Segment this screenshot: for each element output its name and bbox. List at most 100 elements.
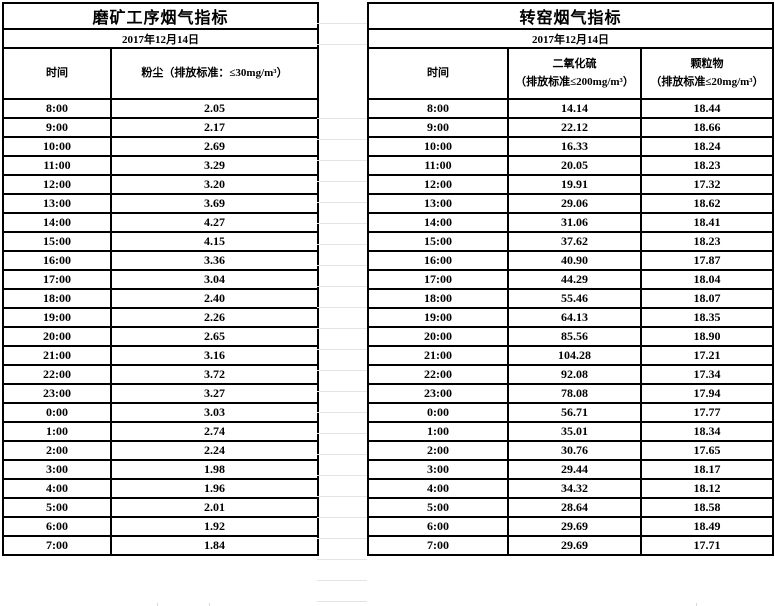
dust-column-header: 粉尘（排放标准：≤30mg/m³）	[109, 47, 320, 100]
so2-value-cell: 56.71	[507, 402, 642, 423]
right-time-column-header: 时间	[367, 47, 509, 100]
pm-value-cell: 18.41	[640, 212, 774, 233]
table-row: 16:00 40.90 17.87	[367, 250, 774, 271]
so2-value-cell: 85.56	[507, 326, 642, 347]
table-row: 15:00 4.15	[2, 231, 320, 252]
table-row: 12:00 19.91 17.32	[367, 174, 774, 195]
right-table-body: 8:00 14.14 18.44 9:00 22.12 18.66 10:00 …	[367, 98, 774, 556]
so2-value-cell: 22.12	[507, 117, 642, 138]
table-row: 10:00 16.33 18.24	[367, 136, 774, 157]
pm-header-line2: （排放标准≤20mg/m³）	[650, 75, 764, 88]
dust-value-cell: 1.84	[109, 535, 320, 556]
table-row: 6:00 1.92	[2, 516, 320, 537]
so2-value-cell: 55.46	[507, 288, 642, 309]
time-cell: 10:00	[367, 136, 509, 157]
so2-value-cell: 30.76	[507, 440, 642, 461]
pm-value-cell: 17.87	[640, 250, 774, 271]
table-row: 3:00 1.98	[2, 459, 320, 480]
table-row: 9:00 2.17	[2, 117, 320, 138]
excel-gridlines-gap	[317, 0, 367, 606]
table-row: 0:00 56.71 17.77	[367, 402, 774, 423]
right-table-title: 转窑烟气指标	[367, 2, 774, 30]
time-cell: 0:00	[2, 402, 112, 423]
table-row: 20:00 2.65	[2, 326, 320, 347]
dust-value-cell: 2.40	[109, 288, 320, 309]
time-cell: 11:00	[2, 155, 112, 176]
pm-value-cell: 18.23	[640, 231, 774, 252]
pm-column-header: 颗粒物 （排放标准≤20mg/m³）	[640, 47, 774, 100]
table-row: 转窑烟气指标	[367, 2, 774, 30]
table-row: 7:00 1.84	[2, 535, 320, 556]
pm-value-cell: 18.62	[640, 193, 774, 214]
time-cell: 3:00	[2, 459, 112, 480]
table-row: 8:00 14.14 18.44	[367, 98, 774, 119]
time-cell: 6:00	[367, 516, 509, 537]
table-row: 10:00 2.69	[2, 136, 320, 157]
so2-value-cell: 20.05	[507, 155, 642, 176]
time-cell: 18:00	[2, 288, 112, 309]
time-cell: 1:00	[2, 421, 112, 442]
left-table-body: 8:00 2.05 9:00 2.17 10:00 2.69 11:00 3.2…	[2, 98, 320, 556]
dust-value-cell: 3.27	[109, 383, 320, 404]
table-row: 时间 二氧化硫 （排放标准≤200mg/m³） 颗粒物 （排放标准≤20mg/m…	[367, 47, 774, 100]
so2-value-cell: 104.28	[507, 345, 642, 366]
pm-value-cell: 18.35	[640, 307, 774, 328]
dust-value-cell: 3.36	[109, 250, 320, 271]
table-row: 6:00 29.69 18.49	[367, 516, 774, 537]
table-row: 17:00 3.04	[2, 269, 320, 290]
grinding-flue-gas-table: 磨矿工序烟气指标 2017年12月14日 时间 粉尘（排放标准：≤30mg/m³…	[1, 2, 320, 556]
table-row: 12:00 3.20	[2, 174, 320, 195]
so2-value-cell: 29.69	[507, 516, 642, 537]
dust-value-cell: 3.29	[109, 155, 320, 176]
so2-value-cell: 14.14	[507, 98, 642, 119]
time-cell: 13:00	[367, 193, 509, 214]
table-row: 17:00 44.29 18.04	[367, 269, 774, 290]
dust-value-cell: 2.05	[109, 98, 320, 119]
time-cell: 20:00	[2, 326, 112, 347]
time-cell: 12:00	[367, 174, 509, 195]
time-cell: 13:00	[2, 193, 112, 214]
time-cell: 6:00	[2, 516, 112, 537]
so2-value-cell: 19.91	[507, 174, 642, 195]
table-row: 11:00 20.05 18.23	[367, 155, 774, 176]
table-row: 1:00 2.74	[2, 421, 320, 442]
time-cell: 8:00	[367, 98, 509, 119]
time-cell: 12:00	[2, 174, 112, 195]
so2-value-cell: 16.33	[507, 136, 642, 157]
pm-value-cell: 17.71	[640, 535, 774, 556]
table-row: 23:00 3.27	[2, 383, 320, 404]
table-row: 5:00 28.64 18.58	[367, 497, 774, 518]
excel-gridline	[157, 603, 158, 606]
right-table-date: 2017年12月14日	[367, 28, 774, 49]
time-cell: 2:00	[2, 440, 112, 461]
time-cell: 22:00	[2, 364, 112, 385]
table-row: 0:00 3.03	[2, 402, 320, 423]
table-row: 2017年12月14日	[367, 28, 774, 49]
so2-value-cell: 40.90	[507, 250, 642, 271]
dust-value-cell: 4.15	[109, 231, 320, 252]
table-row: 时间 粉尘（排放标准：≤30mg/m³）	[2, 47, 320, 100]
time-cell: 10:00	[2, 136, 112, 157]
so2-value-cell: 29.44	[507, 459, 642, 480]
time-cell: 7:00	[367, 535, 509, 556]
so2-column-header: 二氧化硫 （排放标准≤200mg/m³）	[507, 47, 642, 100]
table-row: 1:00 35.01 18.34	[367, 421, 774, 442]
so2-value-cell: 44.29	[507, 269, 642, 290]
table-row: 磨矿工序烟气指标	[1, 2, 320, 30]
so2-value-cell: 35.01	[507, 421, 642, 442]
so2-value-cell: 78.08	[507, 383, 642, 404]
time-cell: 19:00	[367, 307, 509, 328]
excel-gridline	[696, 603, 697, 606]
time-cell: 15:00	[367, 231, 509, 252]
dust-value-cell: 1.98	[109, 459, 320, 480]
table-row: 7:00 29.69 17.71	[367, 535, 774, 556]
excel-gridline	[317, 23, 367, 24]
pm-value-cell: 18.17	[640, 459, 774, 480]
time-cell: 17:00	[2, 269, 112, 290]
excel-gridline	[317, 44, 367, 45]
time-cell: 22:00	[367, 364, 509, 385]
pm-value-cell: 17.34	[640, 364, 774, 385]
time-cell: 5:00	[2, 497, 112, 518]
table-row: 23:00 78.08 17.94	[367, 383, 774, 404]
pm-value-cell: 18.23	[640, 155, 774, 176]
